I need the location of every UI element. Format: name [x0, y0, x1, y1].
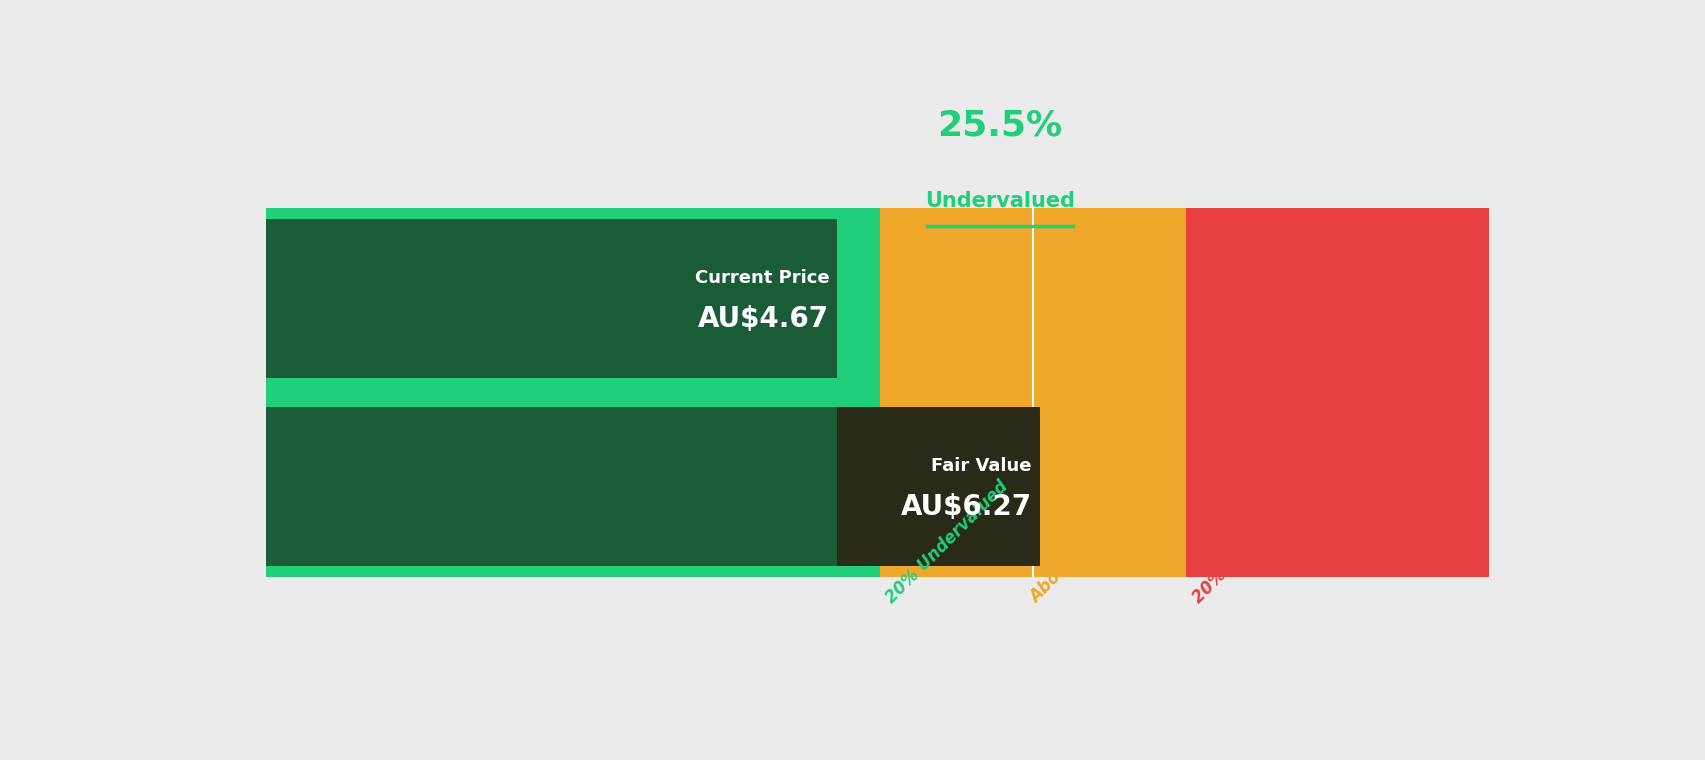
Bar: [644, 220, 837, 378]
Bar: [880, 208, 1185, 577]
Bar: [266, 407, 1032, 566]
Text: About Right: About Right: [1026, 515, 1117, 607]
Text: 20% Undervalued: 20% Undervalued: [881, 477, 1011, 607]
Bar: [1185, 208, 1488, 577]
Text: Fair Value: Fair Value: [931, 457, 1032, 475]
Text: 25.5%: 25.5%: [936, 109, 1062, 143]
Text: Undervalued: Undervalued: [924, 191, 1074, 211]
Text: AU$4.67: AU$4.67: [697, 306, 829, 333]
Text: AU$6.27: AU$6.27: [900, 493, 1032, 521]
Text: 20% Overvalued: 20% Overvalued: [1188, 486, 1309, 607]
Bar: [266, 208, 880, 577]
Bar: [837, 407, 1038, 566]
Bar: [266, 220, 837, 378]
Text: Current Price: Current Price: [694, 269, 829, 287]
